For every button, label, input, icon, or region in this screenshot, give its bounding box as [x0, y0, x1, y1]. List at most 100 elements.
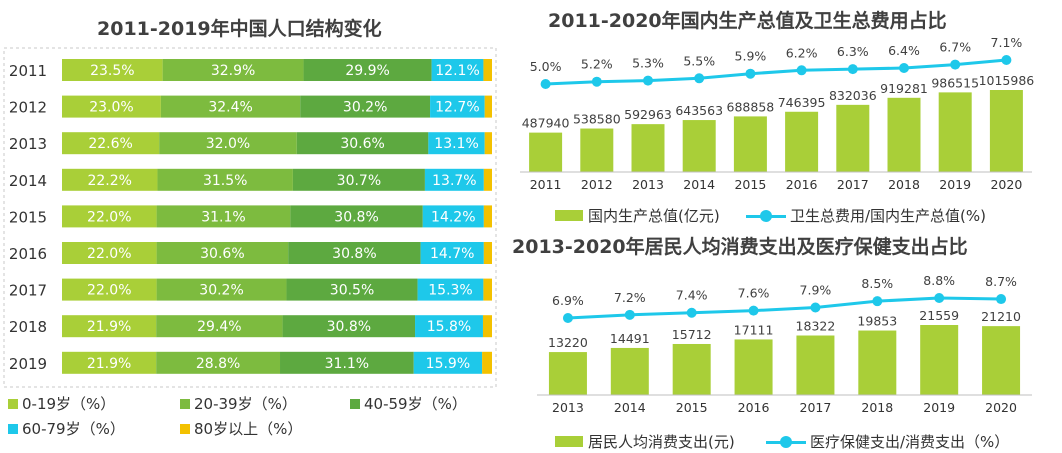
line-point	[899, 63, 909, 73]
legend-swatch	[8, 423, 18, 434]
line-point	[796, 65, 807, 76]
x-tick-label: 2019	[923, 400, 955, 415]
x-tick-label: 2011	[530, 177, 562, 192]
data-label: 15.8%	[427, 319, 471, 335]
legend-swatch	[746, 209, 786, 222]
data-label: 31.1%	[325, 356, 369, 372]
legend-swatch	[555, 210, 583, 221]
bar-segment	[156, 205, 291, 228]
bar	[682, 120, 716, 172]
line-data-label: 5.3%	[632, 56, 664, 71]
bar-data-label: 538580	[573, 112, 621, 127]
line-data-label: 5.5%	[683, 53, 715, 68]
data-label: 22.0%	[87, 209, 131, 225]
y-tick-label: 2013	[9, 135, 47, 153]
data-label: 32.0%	[206, 136, 250, 152]
data-label: 14.2%	[431, 209, 475, 225]
population-chart-title: 2011-2019年中国人口结构变化	[97, 18, 382, 40]
bar-segment	[422, 205, 484, 228]
data-label: 22.6%	[88, 136, 132, 152]
y-tick-label: 2018	[9, 318, 47, 336]
data-label: 22.0%	[87, 283, 131, 299]
line-data-label: 6.9%	[552, 293, 584, 308]
data-label: 15.9%	[426, 356, 470, 372]
bar-segment	[483, 59, 492, 81]
x-tick-label: 2018	[888, 177, 920, 192]
population-stacked-bar-chart: 2011 23.5% 32.9% 29.9% 12.1% 2012 23.0% 32.4% 30…	[9, 59, 492, 374]
bar-data-label: 832036	[829, 88, 877, 103]
bar-segment	[483, 242, 492, 264]
bar-segment	[292, 168, 425, 191]
legend-item-age-20-39: 20-39岁（%）	[180, 393, 297, 414]
bar-segment	[62, 315, 157, 338]
line-point	[686, 307, 697, 318]
legend-label: 医疗保健支出/消费支出（%）	[810, 433, 1010, 451]
bar	[938, 92, 972, 172]
line-point	[624, 309, 635, 320]
legend-swatch	[555, 436, 583, 447]
bar	[529, 132, 563, 172]
bar	[982, 326, 1021, 395]
line-data-label: 7.1%	[991, 35, 1023, 50]
bar-segment	[424, 168, 484, 191]
data-label: 31.1%	[201, 209, 245, 225]
bar-data-label: 643563	[675, 103, 723, 118]
line-data-label: 8.5%	[861, 276, 893, 291]
consumption-combo-chart: 13220 2013 14491 2014 15712 2015 17111 2016 1832…	[537, 273, 1032, 415]
bar-segment	[156, 315, 283, 338]
data-label: 32.4%	[208, 100, 252, 116]
line-point	[540, 79, 551, 89]
bar-data-label: 21210	[981, 309, 1021, 324]
bar-segment	[415, 315, 483, 338]
bar-data-label: 688858	[727, 99, 775, 114]
data-label: 21.9%	[87, 319, 131, 335]
bar-segment	[157, 168, 293, 191]
bar	[887, 97, 921, 172]
legend-item-medical-share: 医疗保健支出/消费支出（%）	[766, 431, 1009, 452]
data-label: 23.0%	[89, 100, 133, 116]
line-point	[934, 293, 945, 303]
data-label: 13.7%	[432, 173, 476, 189]
bar-segment	[482, 315, 492, 338]
bar-segment	[290, 205, 423, 228]
bar-segment	[280, 351, 414, 374]
legend-swatch	[8, 398, 18, 409]
bar-segment	[428, 132, 485, 155]
x-tick-label: 2020	[990, 177, 1022, 192]
x-tick-label: 2012	[581, 177, 613, 192]
data-label: 30.8%	[334, 209, 378, 225]
bar	[672, 343, 711, 395]
legend-swatch	[180, 423, 190, 434]
bar	[580, 128, 614, 172]
bar-segment	[483, 278, 492, 301]
x-tick-label: 2020	[985, 400, 1017, 415]
line-data-label: 7.9%	[800, 282, 832, 297]
bar-segment	[62, 168, 158, 191]
bar-segment	[417, 278, 484, 301]
bar-data-label: 15712	[672, 327, 712, 342]
line-point	[745, 68, 756, 79]
bar-segment	[303, 59, 432, 81]
population-chart-frame	[3, 47, 497, 388]
bar-segment	[62, 351, 157, 374]
bar	[734, 339, 773, 395]
data-label: 22.2%	[87, 173, 131, 189]
data-label: 30.8%	[327, 319, 371, 335]
line-point	[872, 296, 883, 307]
data-label: 30.6%	[340, 136, 384, 152]
legend-label: 20-39岁（%）	[194, 395, 297, 413]
bar	[858, 330, 897, 395]
bar-segment	[296, 132, 429, 155]
y-tick-label: 2016	[9, 245, 47, 263]
legend-item-consumption: 居民人均消费支出(元)	[555, 431, 735, 452]
bar-data-label: 487940	[522, 116, 570, 131]
y-tick-label: 2012	[9, 99, 47, 117]
line-point	[1001, 55, 1012, 65]
bar-segment	[156, 242, 289, 264]
bar	[796, 335, 835, 395]
bar-data-label: 17111	[734, 322, 774, 337]
data-label: 14.7%	[430, 246, 474, 262]
bar	[785, 111, 819, 172]
legend-label: 国内生产总值(亿元)	[588, 207, 720, 225]
x-tick-label: 2013	[632, 177, 664, 192]
